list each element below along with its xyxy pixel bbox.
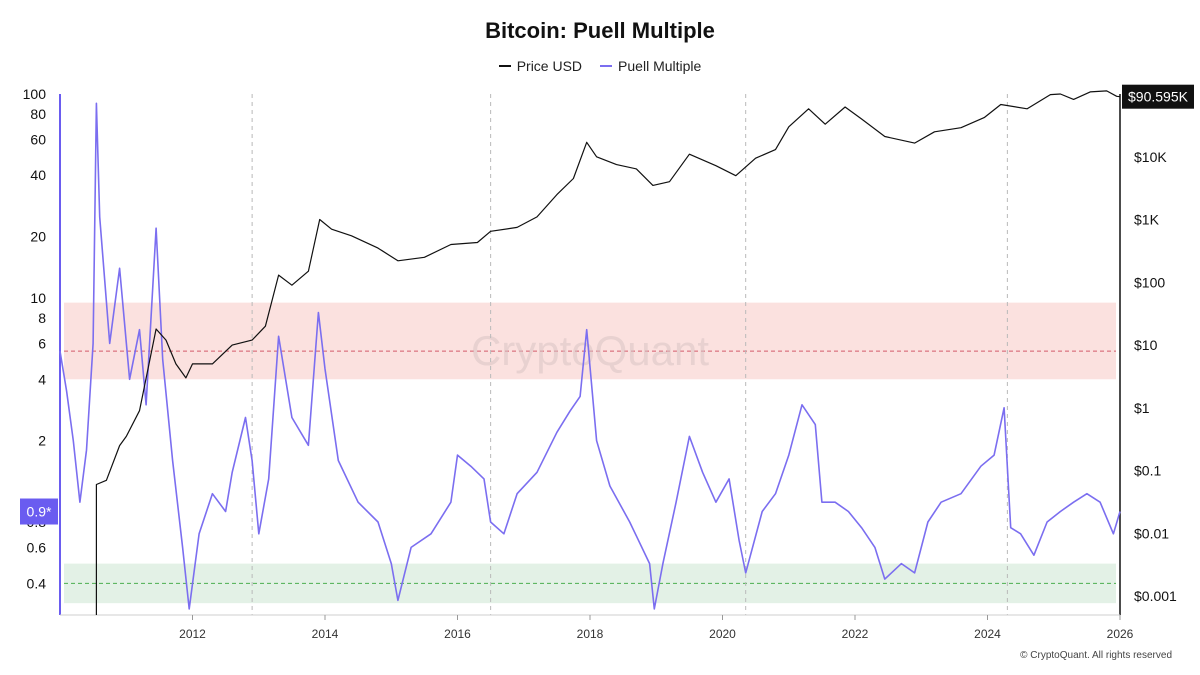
chart-title: Bitcoin: Puell Multiple <box>485 18 715 43</box>
legend-item-puell[interactable]: Puell Multiple <box>600 58 701 74</box>
legend-item-price[interactable]: Price USD <box>498 58 583 74</box>
left-tick-label-6: 8 <box>38 310 46 326</box>
left-tick-label-2: 60 <box>30 131 46 147</box>
price-usd-line <box>95 90 1121 615</box>
x-tick-label-5: 2022 <box>842 627 869 641</box>
left-tick-label-9: 2 <box>38 433 46 449</box>
right-tick-label-3: $10 <box>1134 337 1158 353</box>
left-tick-label-11: 0.6 <box>27 539 47 555</box>
left-tick-label-7: 6 <box>38 335 46 351</box>
x-tick-label-0: 2012 <box>179 627 206 641</box>
legend: Price USD Puell Multiple <box>0 58 1200 74</box>
current-puell-label: 0.9* <box>27 504 52 520</box>
current-puell-badge <box>20 498 58 525</box>
current-price-label: $90.595K <box>1128 89 1189 105</box>
left-tick-label-0: 100 <box>23 86 47 102</box>
puell-multiple-line <box>59 102 1121 610</box>
right-tick-label-4: $1 <box>1134 400 1150 416</box>
right-tick-label-7: $0.001 <box>1134 588 1177 604</box>
x-tick-label-4: 2020 <box>709 627 736 641</box>
legend-label-price: Price USD <box>516 58 583 74</box>
left-tick-label-4: 20 <box>30 229 46 245</box>
x-tick-label-1: 2014 <box>312 627 339 641</box>
left-tick-label-5: 10 <box>30 290 46 306</box>
x-tick-label-3: 2018 <box>577 627 604 641</box>
legend-label-puell: Puell Multiple <box>618 58 702 74</box>
current-price-badge <box>1122 84 1194 109</box>
left-tick-label-3: 40 <box>30 167 46 183</box>
left-tick-label-8: 4 <box>38 371 46 387</box>
left-tick-label-12: 0.4 <box>27 575 47 591</box>
right-tick-label-0: $10K <box>1134 149 1167 165</box>
legend-swatch-puell <box>600 65 613 67</box>
right-tick-label-5: $0.1 <box>1134 463 1161 479</box>
left-tick-label-1: 80 <box>30 106 46 122</box>
x-tick-label-2: 2016 <box>444 627 471 641</box>
right-tick-label-6: $0.01 <box>1134 525 1169 541</box>
right-tick-label-2: $100 <box>1134 274 1165 290</box>
x-tick-label-6: 2024 <box>974 627 1001 641</box>
x-tick-label-7: 2026 <box>1107 627 1134 641</box>
legend-swatch-price <box>498 65 511 67</box>
right-tick-label-1: $1K <box>1134 212 1160 228</box>
copyright-text: © CryptoQuant. All rights reserved <box>1020 650 1172 661</box>
